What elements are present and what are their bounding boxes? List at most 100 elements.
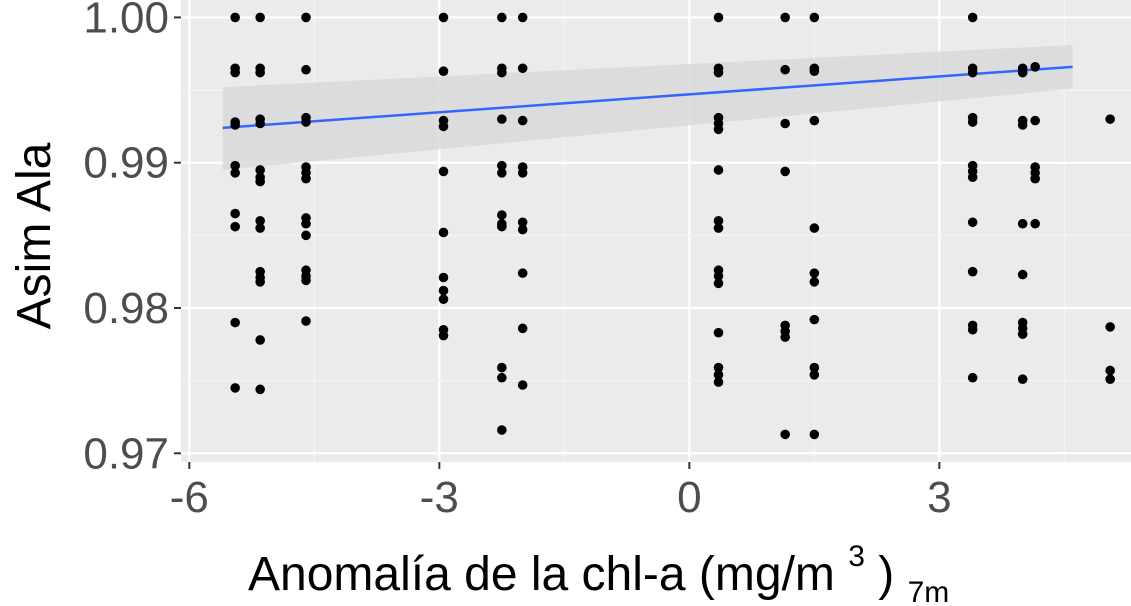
x-axis: -6 -3 0 3 <box>170 462 952 522</box>
y-axis-title: Asim Ala <box>8 142 61 329</box>
data-point <box>1105 374 1115 384</box>
data-point <box>301 275 311 286</box>
x-tick-label: -6 <box>170 473 209 522</box>
data-point <box>497 362 507 373</box>
data-point <box>517 217 528 228</box>
data-point <box>809 429 820 440</box>
data-point <box>255 335 265 345</box>
data-point <box>713 216 724 226</box>
data-point <box>230 168 240 178</box>
trend-line <box>222 65 1073 130</box>
data-point <box>713 67 724 78</box>
data-point <box>230 317 240 328</box>
data-point <box>967 372 978 383</box>
x-tick-label: -3 <box>420 473 459 522</box>
data-point <box>438 285 449 296</box>
data-point <box>255 67 265 78</box>
data-point <box>713 271 724 281</box>
data-point <box>438 294 449 305</box>
data-point <box>301 316 311 326</box>
y-tick-label: 0.99 <box>83 139 169 188</box>
y-tick-label: 1.00 <box>83 0 169 42</box>
data-point <box>255 12 265 23</box>
x-axis-title-subscript: 7m <box>908 576 950 606</box>
data-point <box>230 12 240 23</box>
data-point <box>517 168 528 178</box>
data-point <box>255 216 265 226</box>
data-point <box>1030 218 1040 229</box>
data-point <box>809 223 820 233</box>
data-point <box>1105 114 1115 124</box>
data-point <box>301 218 311 229</box>
data-point <box>713 362 724 373</box>
data-point <box>255 176 265 187</box>
data-point <box>497 372 507 383</box>
y-tick-label: 0.98 <box>83 284 169 333</box>
data-point <box>809 12 820 23</box>
data-point <box>967 324 978 335</box>
y-axis: 0.97 0.98 0.99 1.00 <box>83 0 181 478</box>
data-point <box>230 160 240 171</box>
data-point <box>713 327 724 338</box>
data-point <box>1017 329 1028 339</box>
data-point <box>517 380 528 390</box>
data-point <box>517 224 528 235</box>
x-tick-label: 0 <box>677 473 701 522</box>
data-point <box>497 221 507 232</box>
data-point <box>497 210 507 220</box>
data-point <box>255 384 265 395</box>
data-point <box>497 12 507 23</box>
data-point <box>967 67 978 78</box>
x-axis-title-main: Anomalía de la chl-a (mg/m <box>248 548 835 601</box>
data-point <box>713 124 724 135</box>
data-point <box>780 332 790 342</box>
data-point <box>713 165 724 175</box>
data-point <box>517 63 528 74</box>
data-point <box>438 121 449 132</box>
data-point <box>438 330 449 341</box>
y-tick-label: 0.97 <box>83 429 169 478</box>
data-point <box>967 172 978 183</box>
data-point <box>301 173 311 184</box>
data-point <box>1105 322 1115 332</box>
data-point <box>230 221 240 232</box>
data-point <box>713 377 724 387</box>
data-point <box>967 12 978 23</box>
data-point <box>713 278 724 289</box>
data-point <box>301 117 311 127</box>
data-point <box>497 425 507 435</box>
data-point <box>809 115 820 126</box>
data-point <box>301 230 311 241</box>
data-point <box>1105 365 1115 376</box>
x-tick-label: 3 <box>927 473 951 522</box>
data-point <box>1017 269 1028 280</box>
data-point <box>230 383 240 393</box>
data-point <box>809 277 820 287</box>
data-point <box>255 223 265 233</box>
data-point <box>230 208 240 219</box>
data-point <box>1017 218 1028 229</box>
data-point <box>780 64 790 75</box>
data-point <box>230 120 240 130</box>
data-point <box>438 66 449 76</box>
data-point <box>517 268 528 278</box>
data-point <box>713 223 724 233</box>
confidence-band-area <box>222 45 1073 170</box>
data-point <box>713 370 724 380</box>
data-point <box>497 67 507 78</box>
data-point <box>301 12 311 23</box>
data-point <box>1030 115 1040 126</box>
data-point <box>517 115 528 126</box>
trend-line-group <box>222 65 1073 130</box>
data-point <box>809 268 820 278</box>
data-point <box>301 64 311 75</box>
data-point <box>780 166 790 177</box>
x-axis-title-superscript: 3 <box>848 540 865 573</box>
data-point <box>497 114 507 124</box>
data-point <box>967 266 978 277</box>
data-point <box>497 168 507 178</box>
data-point <box>438 227 449 238</box>
data-point <box>1017 120 1028 130</box>
confidence-band <box>222 45 1073 170</box>
